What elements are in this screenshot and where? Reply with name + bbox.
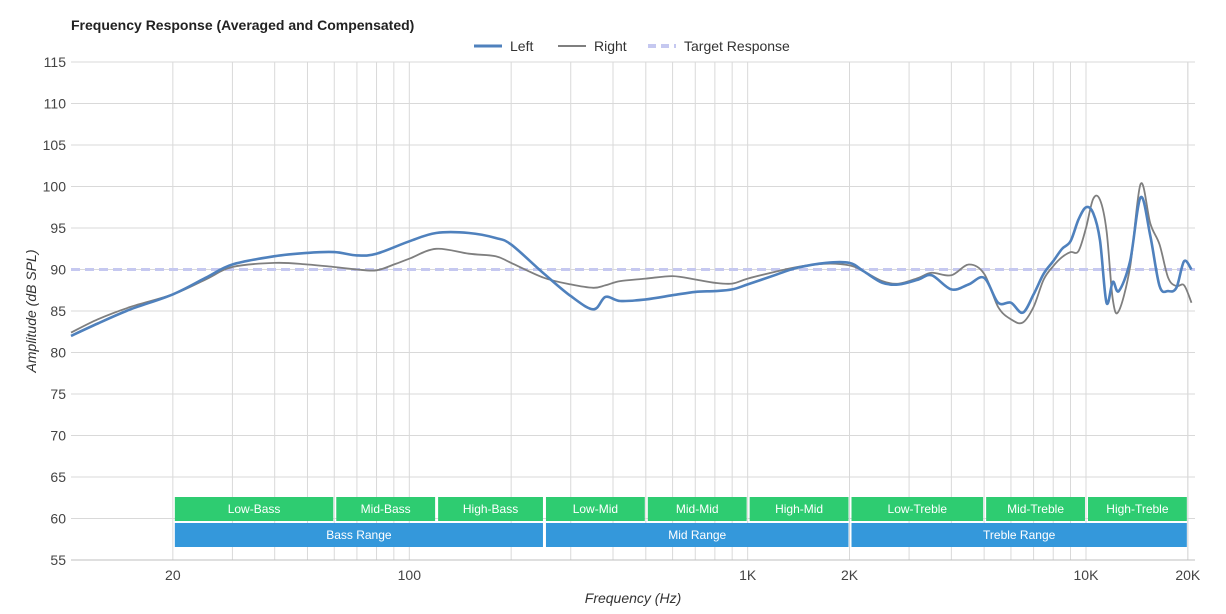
sub-band [438, 497, 543, 521]
frequency-bands: Low-Bass Mid-Bass High-Bass Low-Mid Mid-Mid H… [174, 497, 1187, 547]
y-axis-label: Amplitude (dB SPL) [23, 250, 39, 374]
range-band-label: Treble Range [983, 528, 1056, 542]
right-line [70, 182, 1193, 334]
y-tick-label: 70 [50, 428, 66, 444]
sub-band-label: High-Bass [463, 502, 518, 516]
y-tick-label: 100 [43, 179, 67, 195]
chart-legend: Left Right Target Response [474, 38, 790, 54]
sub-band-label: High-Treble [1106, 502, 1169, 516]
x-axis-label: Frequency (Hz) [585, 590, 681, 606]
chart-grid [71, 61, 1195, 561]
sub-band-label: Low-Bass [228, 502, 281, 516]
y-tick-label: 115 [44, 54, 67, 70]
x-tick-label: 20 [165, 567, 181, 583]
y-tick-label: 60 [50, 511, 66, 527]
legend-target-response-label: Target Response [684, 38, 790, 54]
y-tick-label: 95 [50, 220, 66, 236]
y-tick-label: 85 [50, 303, 66, 319]
sub-band-label: Mid-Treble [1007, 502, 1064, 516]
sub-band-label: Low-Treble [888, 502, 948, 516]
sub-band-label: Mid-Bass [361, 502, 411, 516]
chart-series [70, 182, 1195, 338]
y-tick-label: 65 [50, 469, 66, 485]
x-tick-label: 100 [398, 567, 422, 583]
y-tick-label: 55 [50, 552, 66, 568]
sub-band [647, 497, 747, 521]
left-line [70, 195, 1193, 338]
sub-band-label: High-Mid [775, 502, 823, 516]
sub-band [851, 497, 984, 521]
y-tick-label: 75 [50, 386, 66, 402]
sub-band [749, 497, 849, 521]
y-tick-label: 80 [50, 345, 66, 361]
x-axis-ticks: 20 100 1K 2K 10K 20K [165, 567, 1201, 583]
sub-band-label: Mid-Mid [676, 502, 719, 516]
range-band-label: Bass Range [326, 528, 392, 542]
y-tick-label: 105 [43, 137, 67, 153]
sub-band [1087, 497, 1187, 521]
range-band-label: Mid Range [668, 528, 726, 542]
x-tick-label: 10K [1074, 567, 1100, 583]
x-tick-label: 20K [1175, 567, 1201, 583]
chart-title: Frequency Response (Averaged and Compens… [71, 17, 414, 33]
y-tick-label: 90 [50, 262, 66, 278]
range-band [851, 523, 1187, 547]
range-band [174, 523, 543, 547]
sub-band-label: Low-Mid [573, 502, 618, 516]
sub-band [336, 497, 436, 521]
sub-band [545, 497, 645, 521]
x-tick-label: 2K [841, 567, 859, 583]
y-tick-label: 110 [44, 96, 67, 112]
sub-band [986, 497, 1085, 521]
y-axis-ticks: 55 60 65 70 75 80 85 90 95 100 105 110 115 [43, 54, 67, 568]
range-band [545, 523, 849, 547]
x-tick-label: 1K [739, 567, 757, 583]
legend-left-label: Left [510, 38, 533, 54]
sub-band [174, 497, 334, 521]
legend-right-label: Right [594, 38, 627, 54]
